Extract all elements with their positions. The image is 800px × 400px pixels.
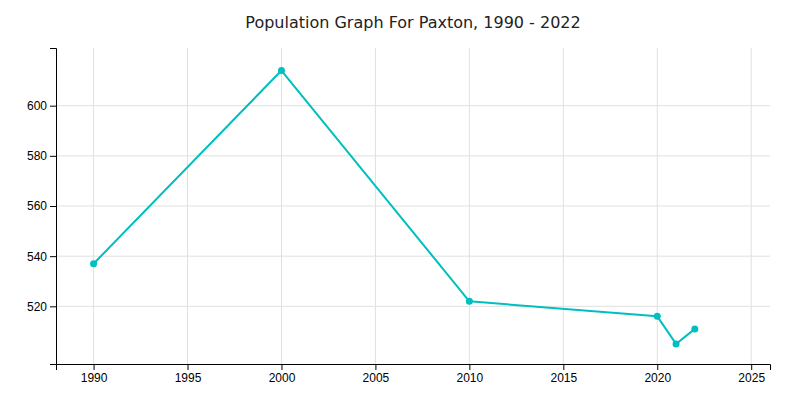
- y-tick-mark: [50, 206, 56, 207]
- x-tick: 2020: [644, 364, 671, 385]
- y-tick: 600: [27, 99, 56, 113]
- y-tick-label: 520: [27, 300, 47, 314]
- x-tick-mark: [751, 364, 752, 370]
- y-tick-label: 540: [27, 249, 47, 263]
- y-tick: 540: [27, 249, 56, 263]
- x-tick-label: 2000: [269, 371, 296, 385]
- grid-line-x: [469, 48, 470, 364]
- grid-line-y: [56, 155, 770, 156]
- y-axis-line: [50, 49, 57, 365]
- x-tick-label: 1990: [81, 371, 108, 385]
- x-tick-label: 2005: [363, 371, 390, 385]
- x-tick-mark: [469, 364, 470, 370]
- x-tick: 2005: [363, 364, 390, 385]
- point: [466, 298, 473, 305]
- point: [278, 67, 285, 74]
- y-tick-mark: [50, 106, 56, 107]
- x-tick-mark: [375, 364, 376, 370]
- grid-line-y: [56, 306, 770, 307]
- x-axis: 1990 1995 2000 2005 2010 2015 2020 2025: [57, 364, 771, 385]
- y-tick-mark: [50, 306, 56, 307]
- x-tick: 1995: [175, 364, 202, 385]
- x-tick-mark: [281, 364, 282, 370]
- chart: 1990 1995 2000 2005 2010 2015 2020 2025 520 540 56…: [0, 0, 800, 400]
- x-axis-line: [57, 365, 771, 371]
- title: Population Graph For Paxton, 1990 - 2022: [245, 13, 580, 32]
- y-tick: 560: [27, 199, 56, 213]
- grid-line-x: [281, 48, 282, 364]
- x-tick-mark: [657, 364, 658, 370]
- x-tick-mark: [563, 364, 564, 370]
- grid-line-x: [563, 48, 564, 364]
- x-tick-label: 2025: [738, 371, 765, 385]
- x-tick: 2000: [269, 364, 296, 385]
- x-tick: 1990: [81, 364, 108, 385]
- grid-line-x: [375, 48, 376, 364]
- x-tick: 2015: [550, 364, 577, 385]
- plot-area: 1990 1995 2000 2005 2010 2015 2020 2025 520 540 56…: [27, 48, 771, 385]
- y-tick-mark: [50, 256, 56, 257]
- y-axis: 520 540 560 580 600: [27, 49, 57, 365]
- x-tick-mark: [188, 364, 189, 370]
- y-tick-label: 580: [27, 149, 47, 163]
- x-tick-label: 2015: [550, 371, 577, 385]
- x-tick: 2010: [457, 364, 484, 385]
- grid-line-y: [56, 256, 770, 257]
- point: [673, 340, 680, 347]
- grid-line-y: [56, 206, 770, 207]
- x-tick-mark: [94, 364, 95, 370]
- grid-line-x: [93, 48, 94, 364]
- marks: [90, 67, 698, 347]
- point: [691, 325, 698, 332]
- y-tick: 580: [27, 149, 56, 163]
- grid-line-x: [187, 48, 188, 364]
- line: [94, 71, 695, 344]
- y-tick-label: 600: [27, 99, 47, 113]
- x-tick: 2025: [738, 364, 765, 385]
- x-tick-label: 2010: [457, 371, 484, 385]
- y-tick-mark: [50, 156, 56, 157]
- grid-line-y: [56, 105, 770, 106]
- x-tick-label: 2020: [644, 371, 671, 385]
- y-tick-label: 560: [27, 199, 47, 213]
- x-tick-label: 1995: [175, 371, 202, 385]
- y-tick: 520: [27, 300, 56, 314]
- point: [90, 260, 97, 267]
- point: [654, 313, 661, 320]
- grid-line-x: [751, 48, 752, 364]
- grid: [56, 48, 770, 364]
